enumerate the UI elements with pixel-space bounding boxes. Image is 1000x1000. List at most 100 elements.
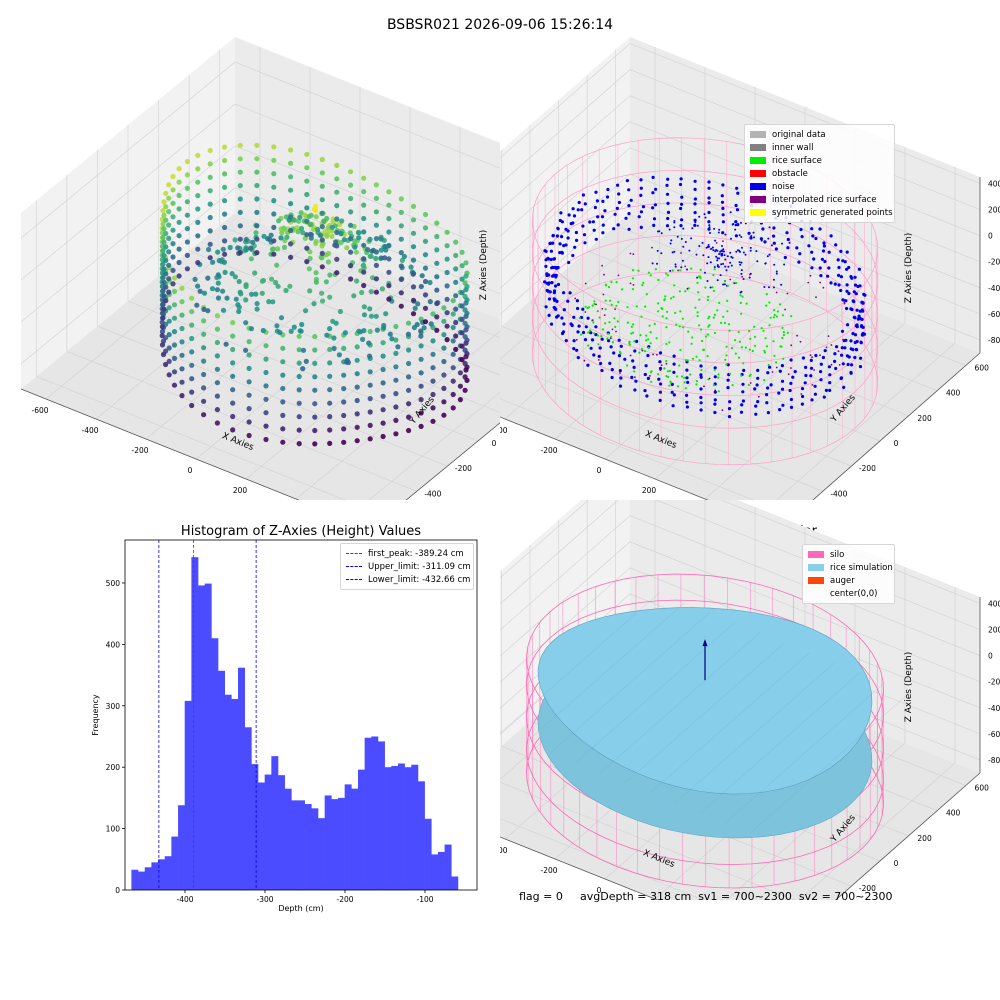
raw3d-point (230, 346, 236, 353)
raw3d-point (159, 319, 165, 325)
raw3d-point (161, 252, 167, 259)
raw3d-point (189, 362, 195, 368)
classify3d-noise-point (693, 179, 697, 183)
classify3d-noise-point (828, 381, 832, 385)
classify3d-interp-point (799, 340, 802, 343)
raw3d-point (170, 200, 176, 206)
classify3d-noise-point (554, 284, 558, 288)
classify3d-noise-point (699, 401, 703, 405)
classify3d-interp-point (837, 350, 840, 353)
classify3d-noise-point (634, 379, 638, 383)
classify3d-interp-point (614, 308, 616, 310)
classify3d-noise-point (580, 208, 584, 212)
classify3d-rice-point (708, 324, 711, 327)
classify3d-noise-point (715, 255, 718, 258)
classify3d-noise-point (726, 255, 729, 258)
classify3d-noise-point (755, 250, 758, 253)
raw3d-point (383, 311, 389, 317)
raw3d-point (195, 179, 201, 185)
raw3d-point (163, 271, 169, 277)
raw3d-point (373, 182, 379, 188)
raw3d-point (459, 276, 465, 282)
raw3d-point (434, 287, 440, 293)
raw3d-point (161, 226, 167, 232)
sim3d-x-tick: -400 (500, 846, 508, 855)
classify3d-noise-point (739, 291, 742, 294)
classify3d-noise-point (772, 241, 776, 245)
classify3d-noise-point (740, 269, 743, 272)
classify3d-noise-point (713, 375, 717, 379)
raw3d-point (236, 278, 242, 285)
classify3d-interp-point (709, 248, 712, 251)
raw3d-point (201, 306, 207, 312)
classify3d-rice-point (593, 302, 596, 305)
histogram-bar (244, 727, 252, 890)
raw3d-point (459, 263, 465, 269)
classify3d-noise-point (686, 268, 688, 271)
classify3d-noise-point (716, 264, 719, 267)
classify3d-noise-point (660, 252, 663, 255)
classify3d-noise-point (701, 241, 704, 244)
raw3d-point (327, 440, 333, 446)
classify3d-rice-point (674, 311, 677, 314)
classify3d-noise-point (849, 275, 853, 279)
classify3d-noise-point (543, 280, 547, 284)
raw3d-point (161, 212, 167, 218)
classify3d-noise-point (549, 322, 554, 326)
raw3d-point (201, 290, 208, 296)
classify3d-noise-point (721, 213, 725, 217)
histogram-bar (164, 856, 172, 890)
raw3d-point (360, 336, 366, 342)
classify3d-rice-point (663, 298, 666, 301)
classify3d-noise-point (777, 391, 781, 395)
raw3d-point (195, 283, 201, 289)
classify3d-noise-point (854, 292, 858, 296)
classify3d-noise-point (552, 291, 556, 295)
classify3d-noise-point (546, 282, 551, 286)
raw3d-point (334, 203, 340, 209)
raw3d-point (263, 383, 269, 389)
legend-label: first_peak: -389.24 cm (368, 548, 464, 559)
classify3d-rice-point (708, 315, 711, 318)
histogram-bar (344, 784, 352, 890)
raw3d-point (230, 320, 236, 326)
raw3d-point (313, 270, 319, 276)
classify3d-rice-point (727, 323, 731, 326)
legend-label: interpolated rice surface (772, 194, 877, 205)
classify3d-noise-point (846, 323, 850, 327)
classify3d-noise-point (844, 338, 848, 342)
classify3d-noise-point (766, 411, 770, 415)
classify3d-noise-point (748, 276, 751, 279)
classify3d-noise-point (576, 208, 580, 212)
raw3d-point (189, 376, 195, 382)
raw3d-point (268, 232, 274, 238)
raw3d-point (453, 279, 459, 285)
raw3d-point (254, 182, 260, 189)
raw3d-point (215, 295, 222, 301)
classify3d-noise-point (742, 278, 745, 280)
histogram-bar (317, 818, 325, 890)
classify3d-rice-point (641, 284, 644, 287)
classify3d-noise-point (735, 186, 739, 190)
classify3d-noise-point (572, 347, 576, 351)
raw3d-point (341, 372, 347, 378)
histogram-bar (178, 805, 186, 890)
classify3d-rice-point (600, 335, 603, 338)
raw3d-point (254, 196, 260, 202)
legend-line-sample (346, 566, 362, 567)
legend-swatch (808, 590, 824, 597)
classify3d-noise-point (730, 255, 733, 258)
raw3d-point (254, 223, 260, 229)
histogram-bar (298, 800, 305, 890)
classify3d-noise-point (772, 278, 775, 281)
raw3d-point (303, 358, 309, 364)
classify3d-noise-point (713, 402, 717, 406)
raw3d-point (207, 161, 213, 167)
raw3d-point (280, 412, 286, 418)
classify3d-rice-point (666, 274, 669, 277)
classify3d-noise-point (738, 234, 741, 237)
raw3d-point (284, 234, 290, 240)
raw3d-point (246, 432, 252, 439)
classify3d-rice-point (686, 359, 689, 362)
classify3d-rice-point (631, 331, 635, 334)
